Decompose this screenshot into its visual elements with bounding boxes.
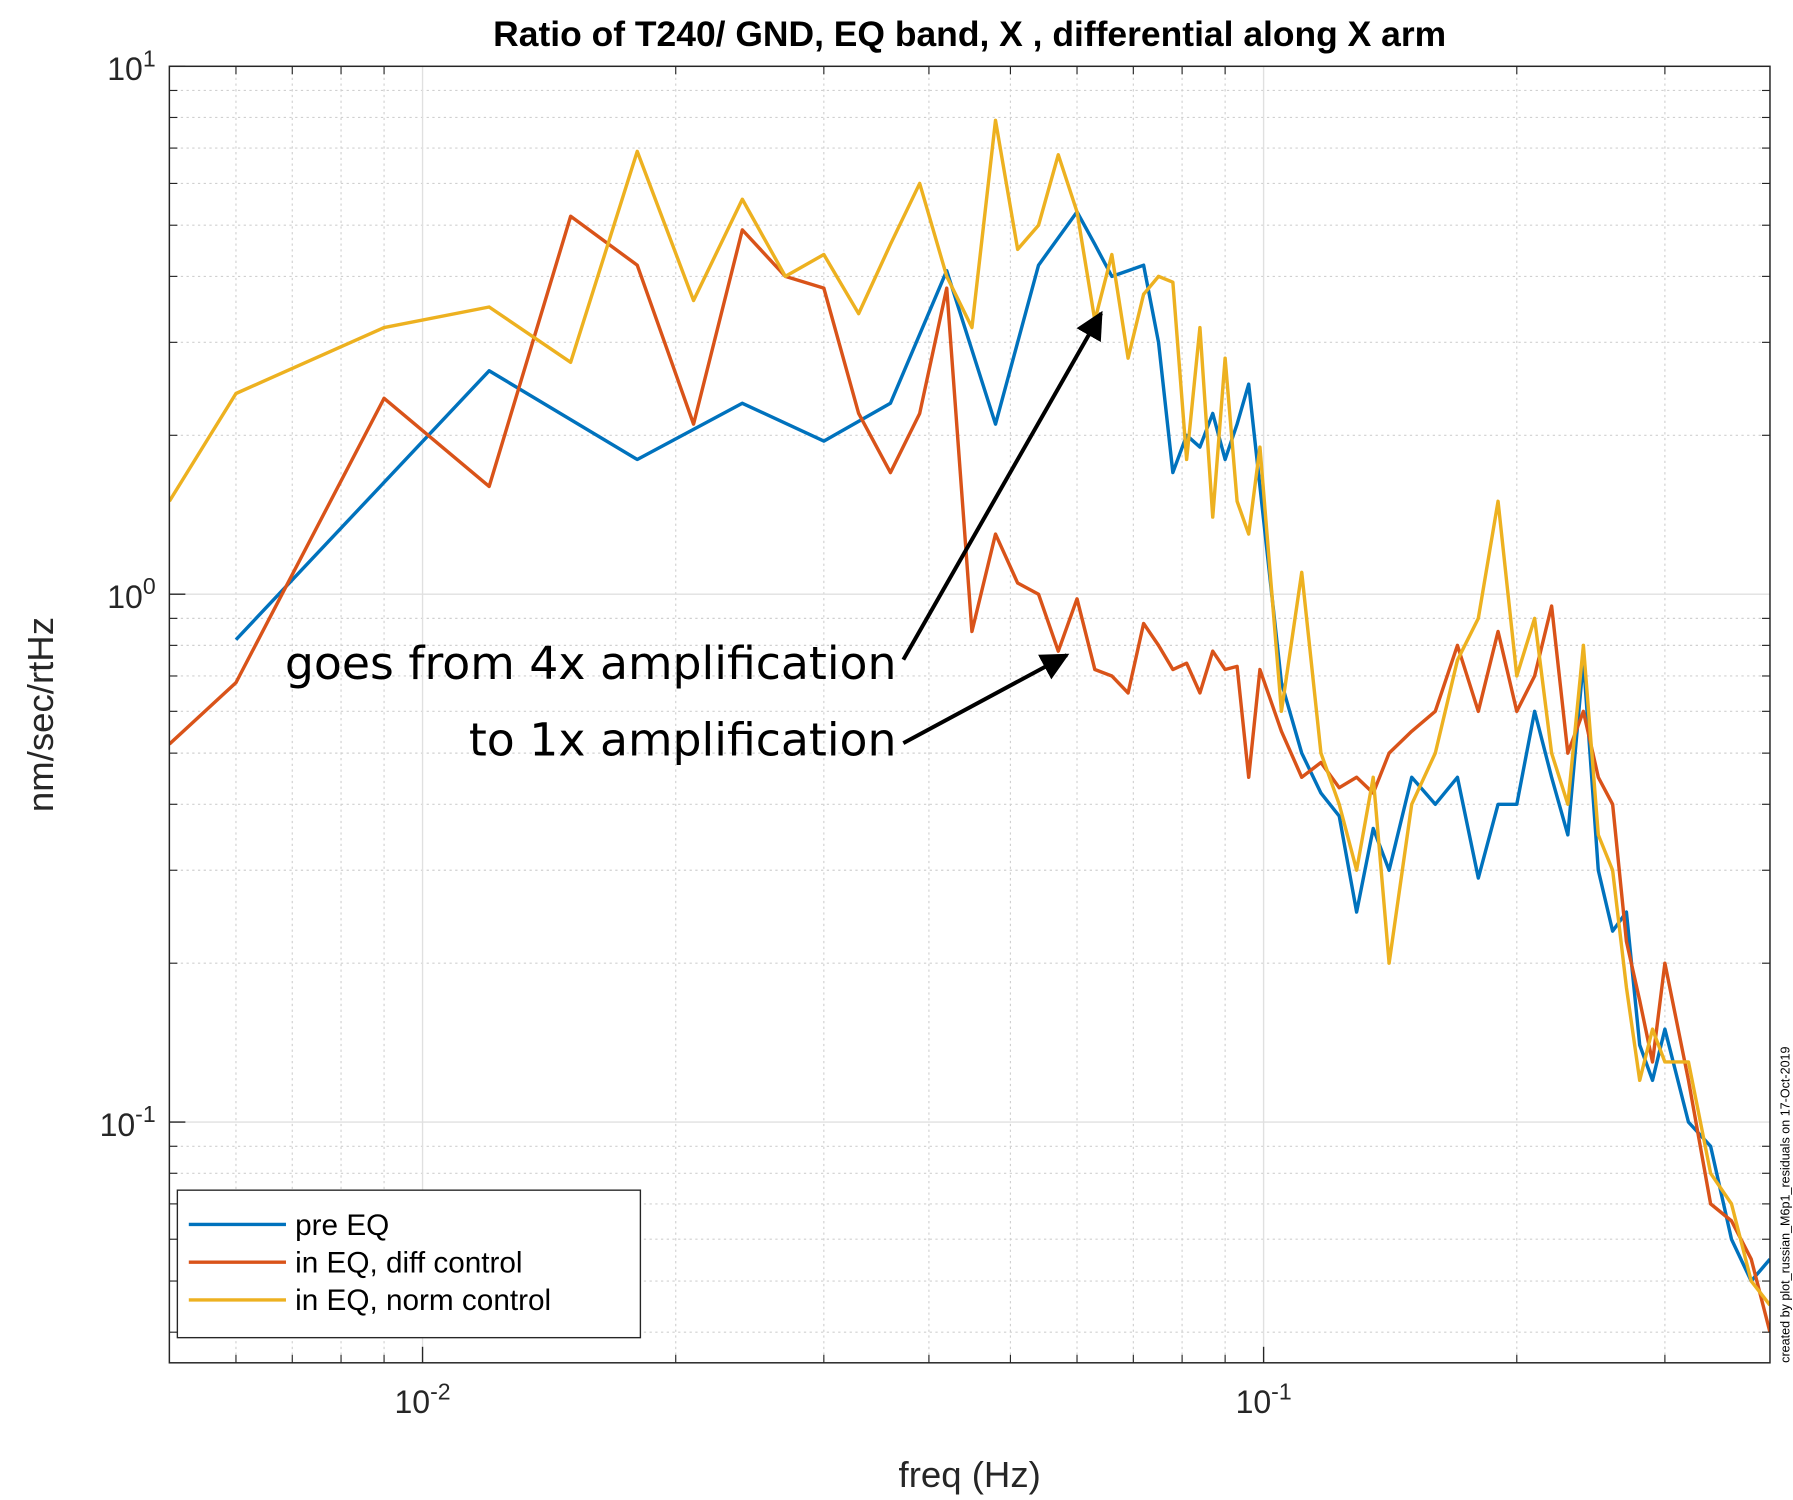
x-tick-label: 10-1 <box>1236 1378 1292 1420</box>
axes-box <box>168 65 1771 1364</box>
y-tick-label: 101 <box>107 45 155 87</box>
chart-title: Ratio of T240/ GND, EQ band, X , differe… <box>493 14 1446 54</box>
y-tick-label: 10-1 <box>100 1101 156 1143</box>
legend-label: in EQ, norm control <box>295 1284 551 1317</box>
plot-area <box>169 66 1770 1363</box>
y-axis-label: nm/sec/rtHz <box>20 617 61 812</box>
annotation: goes from 4x amplification <box>285 637 897 690</box>
legend-label: pre EQ <box>295 1209 389 1242</box>
annotation-arrow <box>901 310 1103 661</box>
side-note: created by plot_russian_M6p1_residuals o… <box>1778 1046 1792 1362</box>
y-tick-label: 100 <box>107 573 155 615</box>
lines <box>169 118 1770 1333</box>
series-line <box>169 118 1770 1307</box>
annotation-arrow <box>902 653 1070 745</box>
series-line <box>234 210 1770 1283</box>
legend-label: in EQ, diff control <box>295 1246 522 1279</box>
ticks: 10-2 10-1 10-1 100 101 <box>100 45 1770 1420</box>
x-tick-label: 10-2 <box>395 1378 451 1420</box>
annotation: to 1x amplification <box>469 714 897 767</box>
legend: pre EQ in EQ, diff control in EQ, norm con… <box>176 1189 642 1339</box>
x-axis-label: freq (Hz) <box>899 1454 1041 1495</box>
series-line <box>169 214 1770 1333</box>
